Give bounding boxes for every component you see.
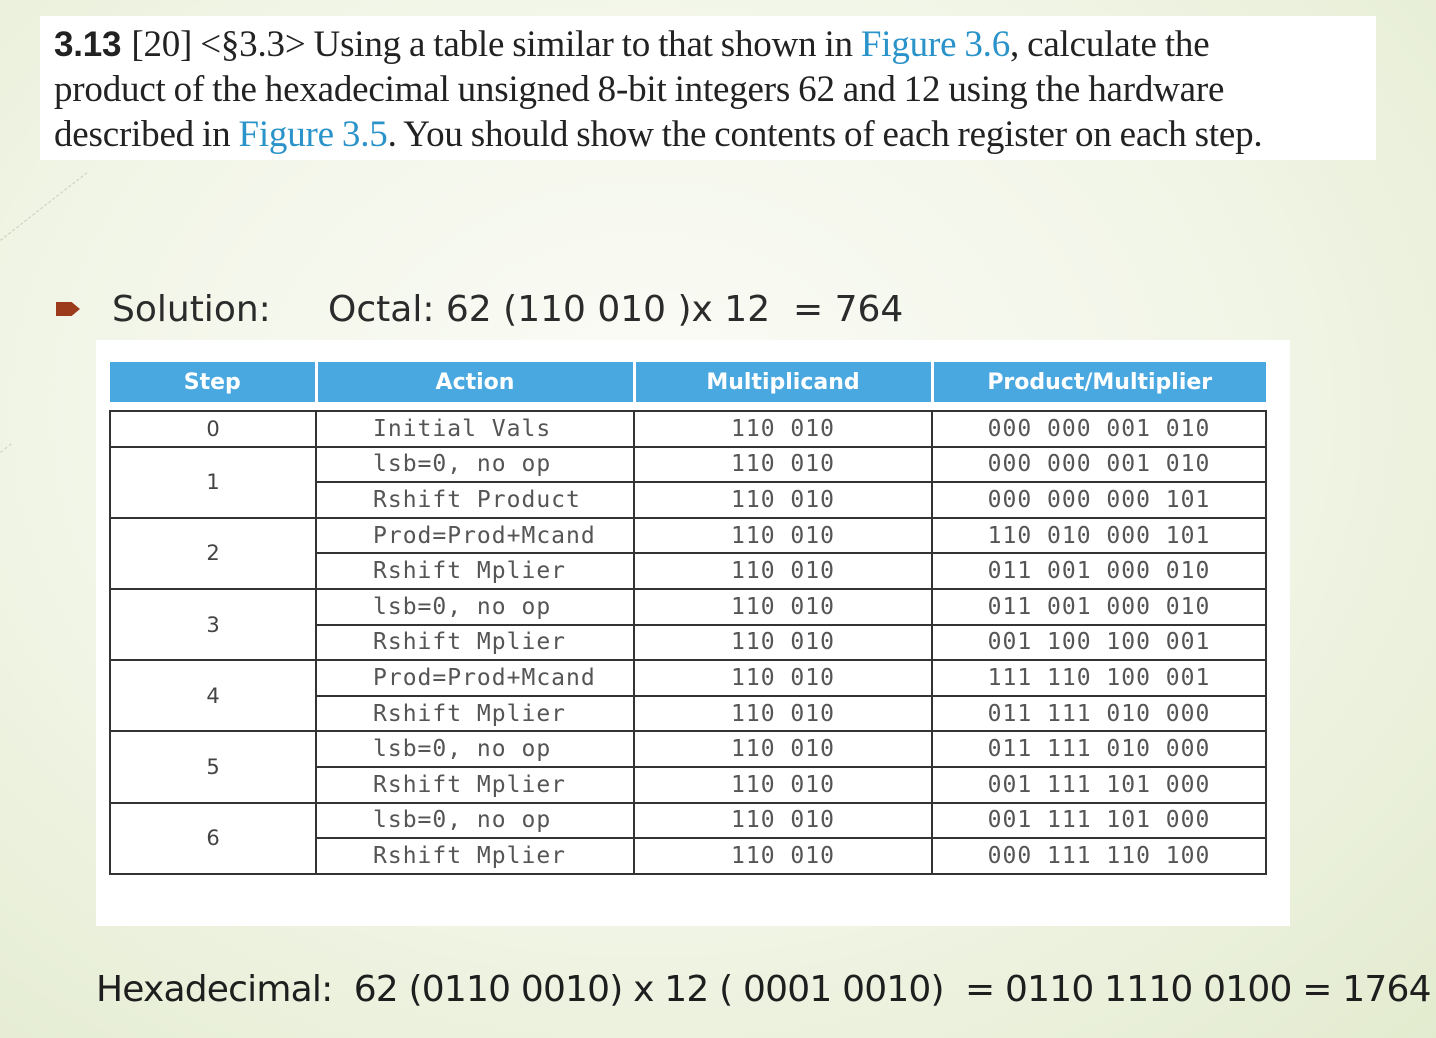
- step-cell: 4: [109, 659, 317, 733]
- multiplicand-cell: 110 010: [633, 837, 933, 875]
- product-multiplier-cell: 001 111 101 000: [931, 801, 1267, 840]
- problem-text: described in: [54, 114, 239, 155]
- product-multiplier-cell: 110 010 000 101: [931, 516, 1267, 555]
- multiplicand-cell: 110 010: [633, 587, 933, 626]
- step-cell: 5: [109, 730, 317, 804]
- product-multiplier-cell: 001 111 101 000: [931, 765, 1267, 804]
- action-cell: Rshift Mplier: [315, 694, 635, 733]
- header-action: Action: [314, 362, 634, 402]
- header-multiplicand: Multiplicand: [632, 362, 932, 402]
- action-cell: Prod=Prod+Mcand: [315, 659, 635, 697]
- decorative-line: [0, 172, 88, 241]
- multiplicand-cell: 110 010: [633, 730, 933, 768]
- table-row: Rshift Mplier 110 010 001 111 101 000: [110, 765, 1267, 804]
- multiplication-table: Step Action Multiplicand Product/Multipl…: [109, 362, 1267, 875]
- step-cell: 2: [109, 516, 317, 590]
- product-multiplier-cell: 001 100 100 001: [931, 623, 1267, 662]
- table-row: 0 Initial Vals 110 010 000 000 001 010: [109, 410, 1267, 448]
- arrow-bullet-icon: [56, 302, 80, 316]
- table-row: 3 lsb=0, no op 110 010 011 001 000 010: [109, 587, 1267, 662]
- multiplicand-cell: 110 010: [633, 623, 933, 662]
- table-row: Rshift Mplier 110 010 001 100 100 001: [110, 623, 1267, 662]
- product-multiplier-cell: 000 000 001 010: [931, 410, 1267, 448]
- multiplicand-cell: 110 010: [633, 410, 933, 448]
- header-product-multiplier: Product/Multiplier: [930, 362, 1266, 402]
- solution-octal: Octal: 62 (110 010 )x 12 = 764: [328, 288, 904, 330]
- table-row: 5 lsb=0, no op 110 010 011 111 010 000: [109, 730, 1267, 804]
- multiplicand-cell: 110 010: [633, 481, 933, 519]
- action-cell: Prod=Prod+Mcand: [315, 516, 635, 555]
- table-row: Rshift Mplier 110 010 011 111 010 000: [110, 694, 1267, 733]
- table-row: Rshift Mplier 110 010 000 111 110 100: [110, 837, 1267, 875]
- action-cell: Rshift Mplier: [315, 623, 635, 662]
- solution-label: Solution:: [112, 288, 271, 330]
- multiplicand-cell: 110 010: [633, 445, 933, 484]
- step-cell: 3: [109, 587, 317, 662]
- multiplicand-cell: 110 010: [633, 659, 933, 697]
- decorative-line: [0, 443, 12, 453]
- table-header-row: Step Action Multiplicand Product/Multipl…: [110, 362, 1266, 402]
- multiplicand-cell: 110 010: [633, 801, 933, 840]
- problem-number: 3.13: [54, 25, 122, 64]
- product-multiplier-cell: 011 001 000 010: [931, 587, 1267, 626]
- step-cell: 1: [109, 445, 317, 519]
- product-multiplier-cell: 011 111 010 000: [931, 730, 1267, 768]
- action-cell: lsb=0, no op: [315, 730, 635, 768]
- problem-text: [20] <§3.3> Using a table similar to tha…: [131, 24, 861, 65]
- figure-reference[interactable]: Figure 3.6: [860, 24, 1011, 65]
- table-row: Rshift Mplier 110 010 011 001 000 010: [110, 552, 1267, 590]
- table-row: 4 Prod=Prod+Mcand 110 010 111 110 100 001: [109, 659, 1267, 733]
- step-cell: 6: [109, 801, 317, 875]
- action-cell: Rshift Mplier: [315, 552, 635, 590]
- product-multiplier-cell: 011 001 000 010: [931, 552, 1267, 590]
- product-multiplier-cell: 000 000 000 101: [931, 481, 1267, 519]
- action-cell: Rshift Mplier: [315, 837, 635, 875]
- step-cell: 0: [109, 410, 317, 448]
- action-cell: lsb=0, no op: [315, 445, 635, 484]
- problem-text: product of the hexadecimal unsigned 8-bi…: [54, 69, 1225, 110]
- figure-reference[interactable]: Figure 3.5: [238, 114, 388, 155]
- header-step: Step: [110, 362, 316, 402]
- table-row: 2 Prod=Prod+Mcand 110 010 110 010 000 101: [109, 516, 1267, 590]
- product-multiplier-cell: 000 111 110 100: [931, 837, 1267, 875]
- problem-statement: 3.13 [20] <§3.3> Using a table similar to…: [40, 16, 1376, 160]
- problem-text: . You should show the contents of each r…: [387, 114, 1263, 155]
- action-cell: Rshift Mplier: [315, 765, 635, 804]
- action-cell: Rshift Product: [315, 481, 635, 519]
- table-row: 6 lsb=0, no op 110 010 001 111 101 000: [109, 801, 1267, 875]
- solution-line: Solution: Octal: 62 (110 010 )x 12 = 764: [56, 284, 903, 334]
- table-row: Rshift Product 110 010 000 000 000 101: [110, 481, 1267, 519]
- product-multiplier-cell: 011 111 010 000: [931, 694, 1267, 733]
- multiplicand-cell: 110 010: [633, 516, 933, 555]
- problem-text: , calculate the: [1010, 24, 1210, 65]
- action-cell: lsb=0, no op: [315, 801, 635, 840]
- action-cell: lsb=0, no op: [315, 587, 635, 626]
- action-cell: Initial Vals: [315, 410, 635, 448]
- hexadecimal-result: Hexadecimal: 62 (0110 0010) x 12 ( 0001 …: [96, 968, 1431, 1010]
- product-multiplier-cell: 000 000 001 010: [931, 445, 1267, 484]
- table-row: 1 lsb=0, no op 110 010 000 000 001 010: [109, 445, 1267, 519]
- table-body: 0 Initial Vals 110 010 000 000 001 010 1 lsb=…: [109, 410, 1267, 875]
- multiplicand-cell: 110 010: [633, 552, 933, 590]
- table-panel: Step Action Multiplicand Product/Multipl…: [96, 340, 1290, 926]
- multiplicand-cell: 110 010: [633, 765, 933, 804]
- multiplicand-cell: 110 010: [633, 694, 933, 733]
- product-multiplier-cell: 111 110 100 001: [931, 659, 1267, 697]
